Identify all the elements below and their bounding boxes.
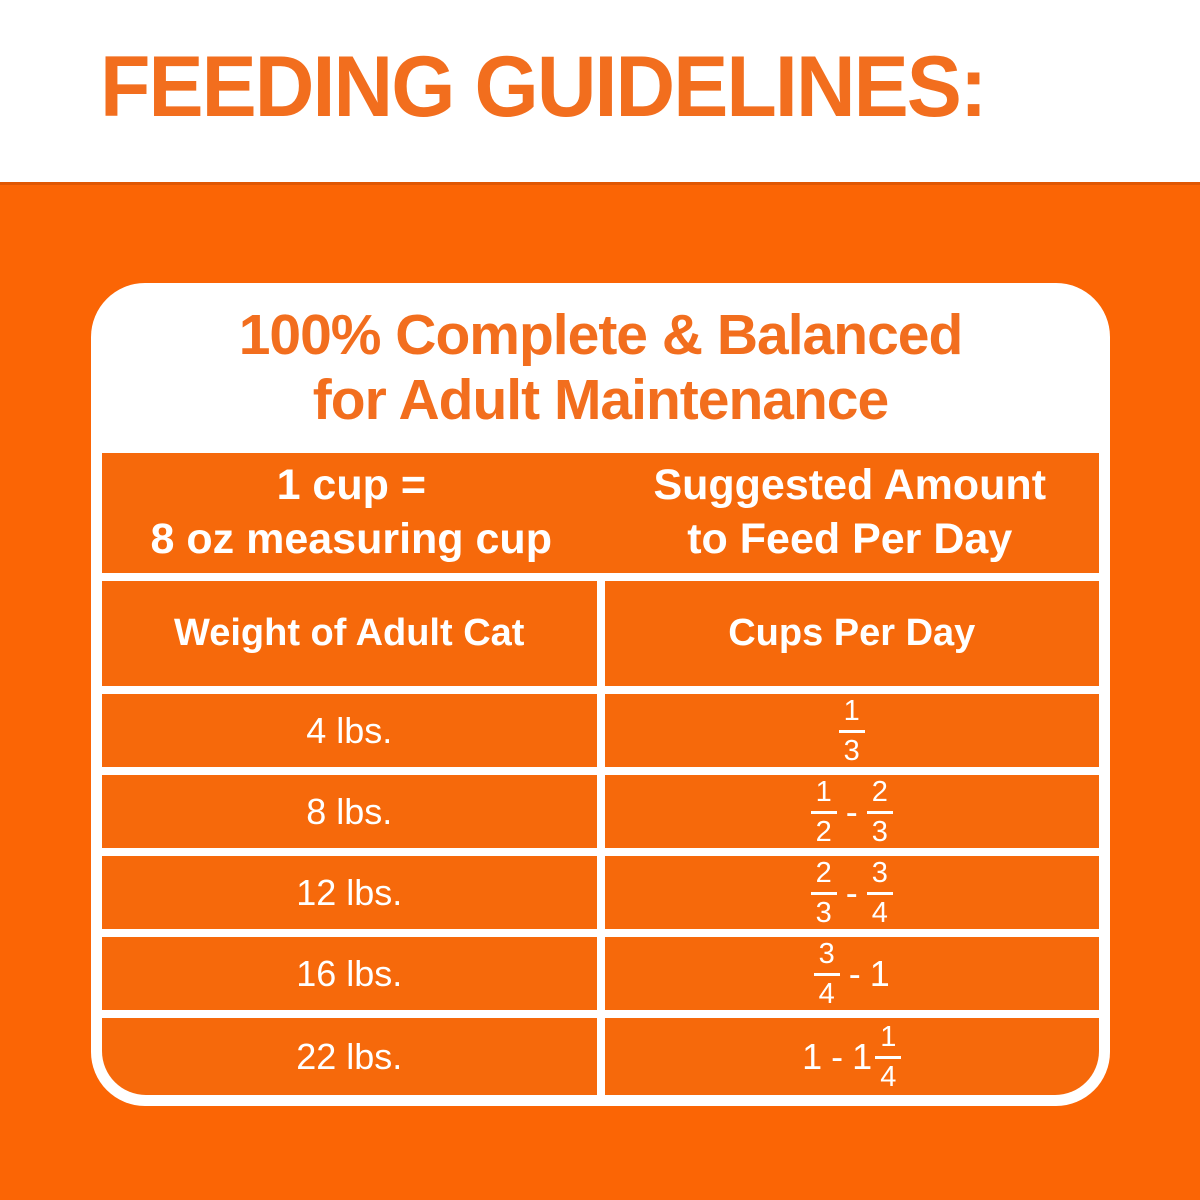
table-column-header-row: Weight of Adult Cat Cups Per Day: [102, 581, 1099, 686]
fraction-denominator: 3: [815, 896, 832, 929]
cup-definition-header: 1 cup = 8 oz measuring cup: [102, 453, 601, 573]
fraction-denominator: 2: [815, 815, 832, 848]
table-row: 16 lbs. 3 4-1: [102, 937, 1099, 1010]
fraction-denominator: 4: [880, 1060, 897, 1093]
column-header-weight: Weight of Adult Cat: [102, 581, 597, 686]
range-dash: -: [831, 1035, 844, 1077]
fraction-denominator: 4: [818, 977, 835, 1010]
weight-cell: 16 lbs.: [102, 937, 597, 1010]
fraction-numerator: 2: [810, 858, 837, 895]
weight-cell: 8 lbs.: [102, 775, 597, 848]
fraction-numerator: 2: [866, 777, 893, 814]
table-top-header-row: 1 cup = 8 oz measuring cup Suggested Amo…: [102, 453, 1099, 573]
fraction-numerator: 1: [875, 1022, 902, 1059]
fraction-numerator: 1: [810, 777, 837, 814]
card-heading-line2: for Adult Maintenance: [312, 367, 889, 432]
fraction-numerator: 1: [838, 696, 865, 733]
page-title: FEEDING GUIDELINES:: [100, 39, 987, 135]
whole-number: 1: [869, 952, 890, 994]
suggested-amount-header: Suggested Amount to Feed Per Day: [600, 453, 1099, 573]
weight-cell: 22 lbs.: [102, 1018, 597, 1095]
range-dash: -: [845, 790, 858, 832]
card-heading: 100% Complete & Balanced for Adult Maint…: [91, 303, 1110, 433]
fraction-denominator: 3: [843, 734, 860, 767]
whole-number: 1: [852, 1035, 873, 1077]
fraction-denominator: 3: [871, 815, 888, 848]
table-row: 12 lbs. 2 3-3 4: [102, 856, 1099, 929]
column-header-cups: Cups Per Day: [604, 581, 1099, 686]
range-dash: -: [845, 871, 858, 913]
fraction-numerator: 3: [813, 939, 840, 976]
fraction-numerator: 3: [866, 858, 893, 895]
table-row: 4 lbs. 1 3: [102, 694, 1099, 767]
suggested-amount-line1: Suggested Amount: [653, 461, 1047, 510]
range-dash: -: [848, 952, 861, 994]
card-heading-line1: 100% Complete & Balanced: [238, 303, 964, 367]
cup-definition-line2: 8 oz measuring cup: [150, 515, 552, 563]
weight-cell: 4 lbs.: [102, 694, 597, 767]
weight-cell: 12 lbs.: [102, 856, 597, 929]
suggested-amount-line2: to Feed Per Day: [687, 515, 1013, 563]
feeding-table: 1 cup = 8 oz measuring cup Suggested Amo…: [102, 453, 1099, 1095]
fraction-denominator: 4: [871, 896, 888, 929]
table-row: 22 lbs. 1-1 1 4: [102, 1018, 1099, 1095]
whole-number: 1: [802, 1035, 823, 1077]
cup-definition-line1: 1 cup =: [276, 461, 426, 510]
table-row: 8 lbs. 1 2-2 3: [102, 775, 1099, 848]
guidelines-card: 100% Complete & Balanced for Adult Maint…: [91, 283, 1110, 1106]
